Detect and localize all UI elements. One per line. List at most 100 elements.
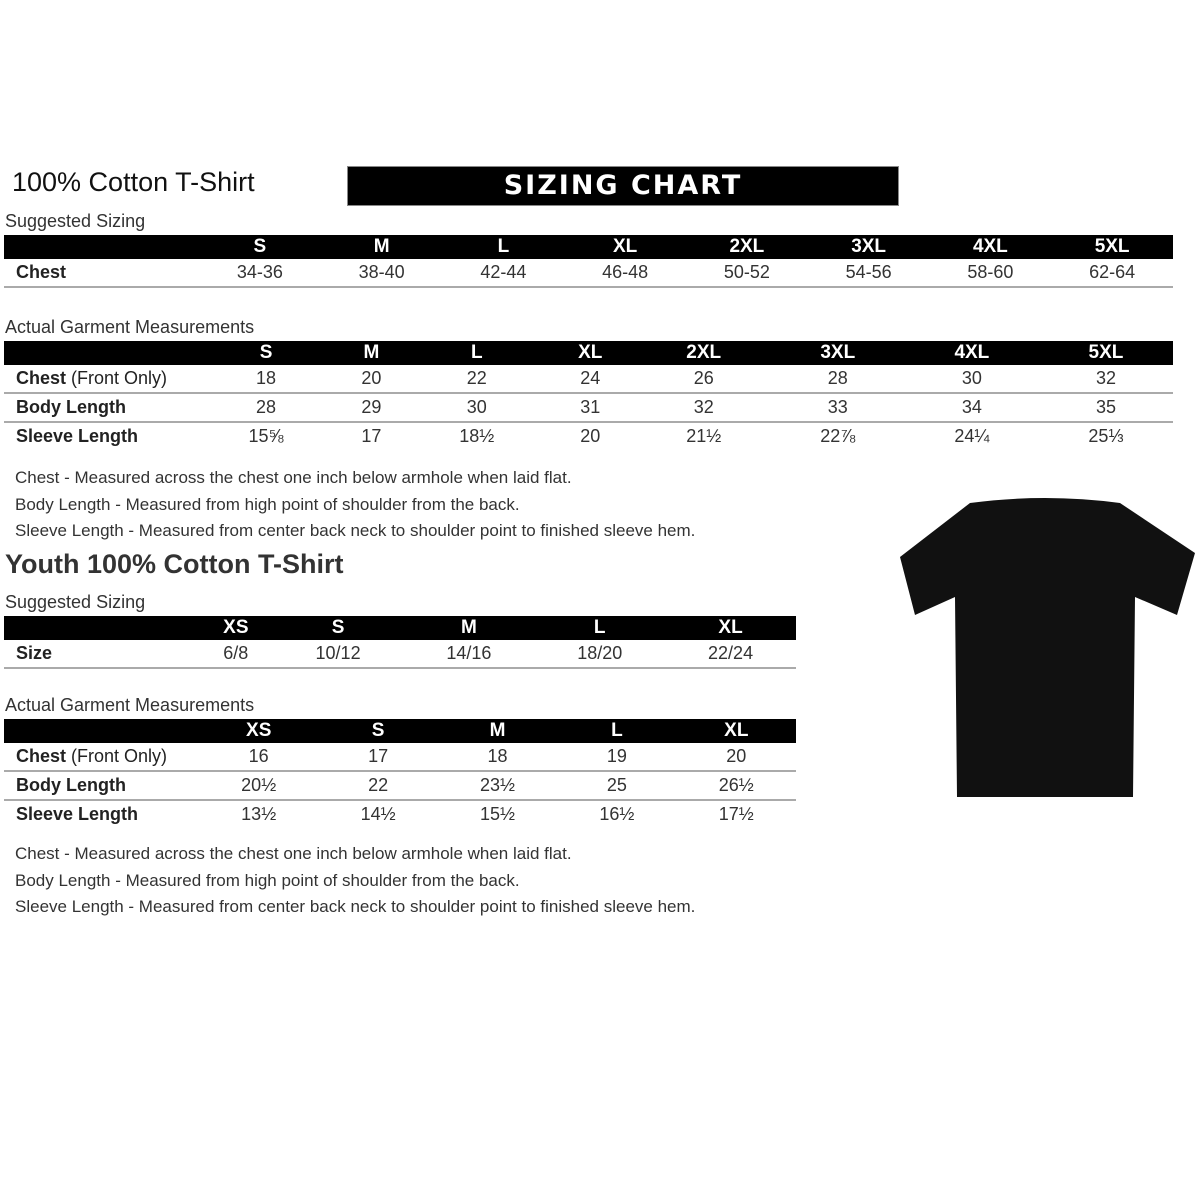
table-cell: 30 (409, 393, 544, 423)
table-cell: 25 (557, 771, 677, 801)
size-header: M (437, 719, 558, 743)
youth-title: Youth 100% Cotton T-Shirt (5, 549, 344, 579)
table-cell: 32 (1038, 365, 1173, 394)
adult-actual-table: S M L XL 2XL 3XL 4XL 5XL Chest (Front Only) 18 20 22… (4, 341, 1173, 450)
row-label: Sleeve Length (4, 422, 199, 450)
table-cell: 20½ (199, 771, 319, 801)
table-cell: 17 (361, 426, 382, 446)
table-row: Chest (Front Only) 16 17 18 19 20 (4, 743, 796, 772)
table-cell: 15⅝ (248, 426, 284, 446)
table-cell: 58-60 (929, 259, 1052, 288)
row-label: Size (4, 640, 199, 669)
table-row: Size 6/8 10/12 14/16 18/20 22/24 (4, 640, 796, 669)
table-cell: 22⅞ (820, 426, 856, 446)
table-cell: 29 (333, 393, 410, 423)
table-cell: 25⅓ (1088, 426, 1124, 446)
size-header: S (272, 616, 404, 640)
row-label-text: Sleeve Length (16, 804, 139, 824)
size-header: M (320, 235, 443, 259)
size-header: 3XL (770, 341, 905, 365)
size-header: L (409, 341, 544, 365)
row-label-text: Size (16, 643, 53, 663)
table-cell: 18 (437, 743, 558, 772)
row-label-text: Body Length (16, 397, 126, 417)
row-label: Sleeve Length (4, 800, 199, 828)
table-cell: 54-56 (807, 259, 930, 288)
table-cell: 62-64 (1051, 259, 1173, 288)
table-cell: 18 (199, 365, 334, 394)
size-header: L (534, 616, 666, 640)
table-cell: 38-40 (320, 259, 443, 288)
table-cell: 15½ (479, 804, 515, 824)
header-blank (4, 616, 199, 640)
note-line: Chest - Measured across the chest one in… (15, 468, 572, 487)
table-cell: 10/12 (272, 640, 404, 669)
header-blank (4, 235, 199, 259)
size-header: 2XL (686, 235, 808, 259)
size-header: S (199, 235, 321, 259)
note-line: Sleeve Length - Measured from center bac… (15, 521, 696, 540)
row-label: Chest (4, 259, 199, 288)
note-line: Chest - Measured across the chest one in… (15, 844, 572, 863)
row-label-suffix: (Front Only) (71, 746, 168, 766)
table-cell: 34-36 (199, 259, 321, 288)
table-cell: 46-48 (564, 259, 686, 288)
table-cell: 33 (770, 393, 905, 423)
youth-actual-label: Actual Garment Measurements (5, 695, 255, 715)
table-cell: 20 (333, 365, 410, 394)
table-cell: 21½ (686, 426, 722, 446)
table-cell: 42-44 (442, 259, 565, 288)
table-cell: 34 (904, 393, 1039, 423)
row-label-text: Chest (16, 262, 67, 282)
youth-actual-table: XS S M L XL Chest (Front Only) 16 17 18 19 20 Body L… (4, 719, 796, 828)
size-header: M (333, 341, 410, 365)
row-label-text: Body Length (16, 775, 126, 795)
table-cell: 22 (318, 771, 438, 801)
table-cell: 6/8 (199, 640, 273, 669)
youth-notes: Chest - Measured across the chest one in… (15, 841, 695, 921)
table-cell: 20 (580, 426, 601, 446)
table-cell: 19 (557, 743, 677, 772)
size-header: L (442, 235, 565, 259)
table-cell: 24 (543, 365, 637, 394)
table-row: Chest (Front Only) 18 20 22 24 26 28 30 32 (4, 365, 1173, 394)
table-row: Sleeve Length 13½ 14½ 15½ 16½ 17½ (4, 800, 796, 828)
size-header: 3XL (807, 235, 930, 259)
row-label: Body Length (4, 393, 199, 423)
size-header: XS (199, 616, 273, 640)
table-cell: 24¼ (954, 426, 990, 446)
size-header: XL (665, 616, 796, 640)
table-row: Body Length 20½ 22 23½ 25 26½ (4, 771, 796, 801)
adult-title: 100% Cotton T-Shirt (12, 167, 255, 197)
table-cell: 14½ (360, 804, 396, 824)
table-row: Body Length 28 29 30 31 32 33 34 35 (4, 393, 1173, 423)
adult-notes: Chest - Measured across the chest one in… (15, 465, 695, 545)
table-cell: 26½ (676, 771, 796, 801)
note-line: Body Length - Measured from high point o… (15, 870, 520, 890)
size-header: 5XL (1038, 341, 1173, 365)
size-header: S (199, 341, 334, 365)
size-header: XL (676, 719, 796, 743)
table-cell: 17 (318, 743, 438, 772)
size-header: 2XL (636, 341, 771, 365)
table-row: Sleeve Length 15⅝ 17 18½ 20 21½ 22⅞ 24¼ 25⅓ (4, 422, 1173, 450)
adult-suggested-label: Suggested Sizing (5, 211, 146, 231)
size-header: XL (564, 235, 686, 259)
adult-suggested-table: S M L XL 2XL 3XL 4XL 5XL Chest 34-36 38-40 42-44 46-… (4, 235, 1173, 288)
header-blank (4, 719, 199, 743)
row-label: Chest (Front Only) (4, 365, 199, 394)
table-cell: 18/20 (534, 640, 666, 669)
table-cell: 23½ (437, 771, 558, 801)
row-label-text: Sleeve Length (16, 426, 139, 446)
size-header: 4XL (904, 341, 1039, 365)
note-line: Sleeve Length - Measured from center bac… (15, 897, 696, 916)
row-label: Body Length (4, 771, 199, 801)
table-cell: 32 (636, 393, 771, 423)
sizing-chart-banner: SIZING CHART (347, 166, 899, 206)
row-label-text: Chest (16, 368, 67, 388)
table-cell: 18½ (459, 426, 495, 446)
adult-actual-label: Actual Garment Measurements (5, 317, 255, 337)
row-label-text: Chest (16, 746, 67, 766)
row-label: Chest (Front Only) (4, 743, 199, 772)
